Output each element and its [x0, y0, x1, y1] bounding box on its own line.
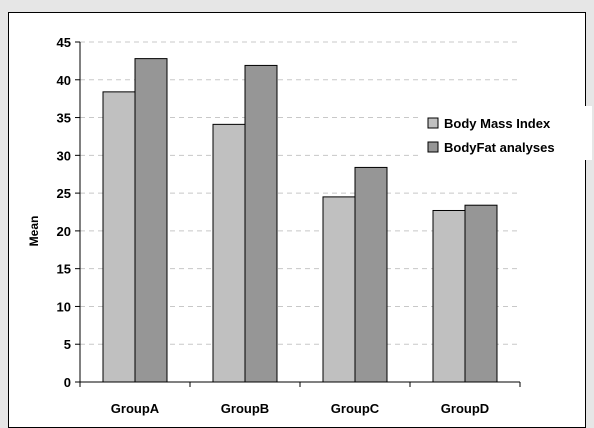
x-tick-label: GroupC	[331, 401, 380, 416]
y-tick-label: 30	[57, 148, 71, 163]
bar-bodyfat-groupc	[354, 166, 388, 383]
legend-box	[418, 106, 592, 160]
y-tick-label: 0	[64, 375, 71, 390]
bar-bmi-groupd	[432, 209, 466, 383]
y-axis-title: Mean	[27, 216, 41, 247]
y-tick-label: 15	[57, 262, 71, 277]
legend-swatch	[427, 117, 439, 129]
x-tick-label: GroupD	[441, 401, 489, 416]
bar-bmi-groupb	[212, 123, 246, 383]
y-tick-label: 5	[64, 337, 71, 352]
legend: Body Mass Index BodyFat analyses	[418, 106, 592, 160]
y-tick-label: 40	[57, 73, 71, 88]
y-tick-label: 10	[57, 299, 71, 314]
x-tick-label: GroupB	[221, 401, 269, 416]
y-tick-label: 35	[57, 111, 71, 126]
bar-bodyfat-groupa	[134, 58, 168, 383]
bar-bmi-groupa	[102, 91, 136, 383]
legend-label: Body Mass Index	[444, 116, 551, 131]
y-tick-label: 20	[57, 224, 71, 239]
x-tick-label: GroupA	[111, 401, 160, 416]
bar-bmi-groupc	[322, 196, 356, 383]
legend-label: BodyFat analyses	[444, 140, 555, 155]
bar-bodyfat-groupb	[244, 64, 278, 383]
y-tick-label: 25	[57, 186, 71, 201]
legend-swatch	[427, 141, 439, 153]
bars	[102, 58, 498, 383]
bar-bodyfat-groupd	[464, 204, 498, 383]
y-tick-label: 45	[57, 35, 71, 50]
tick-labels: 0 5 10 15 20 25 30 35 40 45 GroupA GroupB GroupC Grou…	[57, 35, 490, 416]
